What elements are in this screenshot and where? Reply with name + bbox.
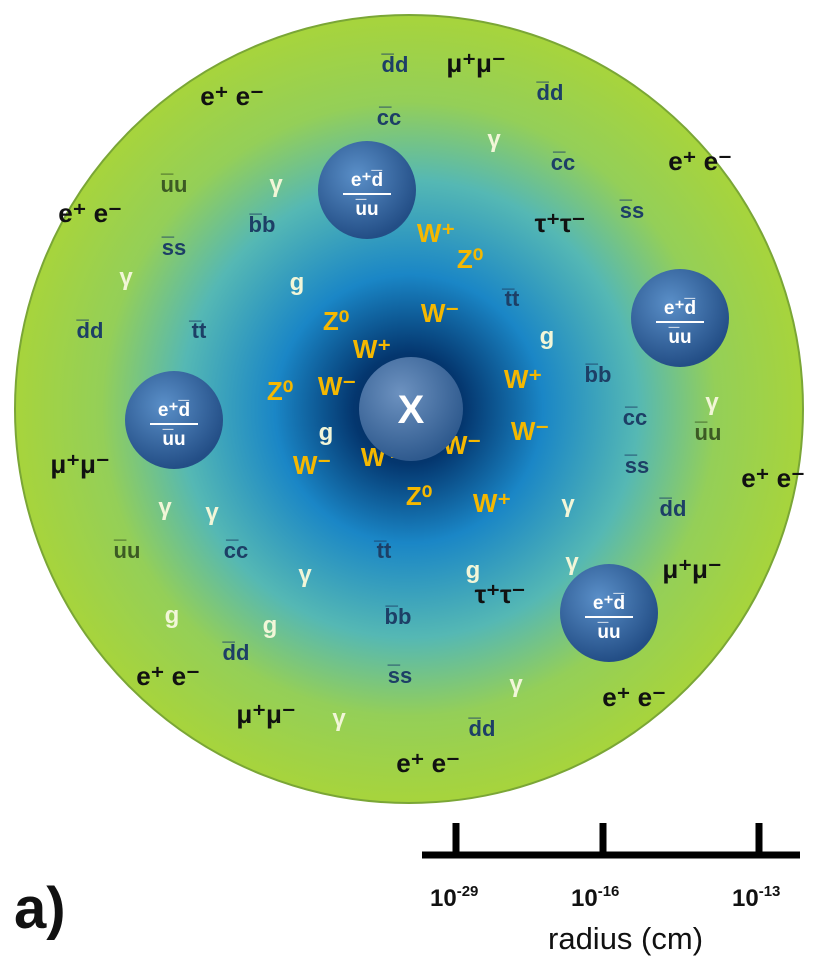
particle-label: g [319, 419, 334, 446]
particle-label: g [263, 612, 278, 639]
particle-labels: d̅d μ⁺μ⁻d̅de⁺ e⁻c̅cγc̅c e⁺ e⁻u̅u γb̅bs̅se⁺ … [50, 48, 804, 778]
particle-label: e⁺ e⁻ [58, 198, 122, 228]
particle-label: s̅s [387, 663, 412, 688]
particle-label: c̅c [377, 105, 401, 130]
particle-label: γ [705, 389, 719, 416]
particle-label: g [290, 269, 305, 296]
axis-tick-label-1: 10-29 [430, 883, 478, 912]
particle-label: γ [269, 171, 283, 198]
particle-label: s̅s [161, 235, 186, 260]
particle-label: e⁺ e⁻ [668, 146, 732, 176]
particle-label: γ [298, 561, 312, 588]
particle-label: b̅b [385, 604, 412, 629]
particle-label: γ [509, 671, 523, 698]
particle-label: W⁻ [318, 371, 356, 401]
particle-label: e⁺ e⁻ [602, 682, 666, 712]
bubble-top-label: e⁺d̅ [664, 298, 696, 319]
particle-label: μ⁺μ⁻ [50, 449, 109, 479]
particle-label: W⁺ [417, 218, 455, 248]
particle-label: e⁺ e⁻ [396, 748, 460, 778]
particle-label: τ⁺τ⁻ [475, 579, 526, 609]
central-particle-label: X [398, 388, 425, 432]
particle-label: W⁻ [421, 298, 459, 328]
particle-label: W⁻ [293, 450, 331, 480]
particle-label: W⁺ [504, 364, 542, 394]
particle-label: μ⁺μ⁻ [662, 554, 721, 584]
particle-label: γ [487, 126, 501, 153]
particle-label: d̅d [76, 318, 104, 343]
particle-label: γ [205, 499, 219, 526]
particle-label: γ [119, 264, 133, 291]
particle-label: t̅t [188, 318, 207, 343]
particle-label: γ [332, 705, 346, 732]
central-particle: X [359, 357, 463, 461]
particle-label: d̅d [381, 52, 409, 77]
particle-label: e⁺ e⁻ [200, 81, 264, 111]
central-particle-sphere [359, 357, 463, 461]
bubble-sphere [125, 371, 223, 469]
particle-label: W⁺ [353, 334, 391, 364]
particle-label: W⁻ [511, 416, 549, 446]
radius-axis: 10-29 10-16 10-13 [422, 823, 800, 912]
bubble-sphere [560, 564, 658, 662]
bound-state-bubble: e⁺d̅ u̅u [125, 371, 223, 469]
particle-label: d̅d [468, 716, 496, 741]
particle-label: d̅d [659, 496, 687, 521]
particle-label: γ [561, 491, 575, 518]
bubble-bottom-label: u̅u [668, 327, 691, 348]
bubble-sphere [318, 141, 416, 239]
bound-state-bubble: e⁺d̅ u̅u [631, 269, 729, 367]
particle-label: d̅d [536, 80, 564, 105]
particle-label: γ [565, 549, 579, 576]
bubble-bottom-label: u̅u [355, 199, 378, 220]
bound-state-bubble: e⁺d̅ u̅u [560, 564, 658, 662]
particle-label: g [165, 602, 180, 629]
axis-tick-label-3: 10-13 [732, 883, 780, 912]
particle-label: g [466, 557, 481, 584]
particle-label: Z⁰ [457, 244, 483, 274]
particle-label: u̅u [160, 172, 187, 197]
particle-label: u̅u [113, 538, 140, 563]
particle-label: W⁺ [473, 488, 511, 518]
bubble-top-label: e⁺d̅ [351, 170, 383, 191]
particle-label: μ⁺μ⁻ [446, 48, 505, 78]
particle-label: Z⁰ [323, 306, 349, 336]
particle-label: t̅t [373, 538, 392, 563]
particle-label: c̅c [551, 150, 575, 175]
particle-label: s̅s [624, 453, 649, 478]
bubble-sphere [631, 269, 729, 367]
bubble-bottom-label: u̅u [162, 429, 185, 450]
axis-tick-label-2: 10-16 [571, 883, 619, 912]
particle-label: s̅s [619, 198, 644, 223]
bubble-bottom-label: u̅u [597, 622, 620, 643]
particle-label: b̅b [249, 212, 276, 237]
bubble-top-label: e⁺d̅ [593, 593, 625, 614]
particle-label: d̅d [222, 640, 250, 665]
particle-label: c̅c [623, 405, 647, 430]
bubble-top-label: e⁺d̅ [158, 400, 190, 421]
particle-label: Z⁰ [267, 376, 293, 406]
bound-state-bubbles: e⁺d̅ u̅u e⁺d̅ u̅u e⁺d̅ u̅u e⁺d̅ u̅u [125, 141, 729, 662]
panel-label: a) [14, 876, 66, 941]
particle-label: γ [158, 494, 172, 521]
particle-label: u̅u [694, 420, 721, 445]
bound-state-bubble: e⁺d̅ u̅u [318, 141, 416, 239]
particle-label: t̅t [501, 286, 520, 311]
particle-label: b̅b [585, 362, 612, 387]
particle-label: μ⁺μ⁻ [236, 699, 295, 729]
particle-label: e⁺ e⁻ [136, 661, 200, 691]
particle-label: e⁺ e⁻ [741, 463, 805, 493]
particle-label: g [540, 323, 555, 350]
particle-label: τ⁺τ⁻ [535, 208, 586, 238]
axis-title: radius (cm) [548, 921, 704, 956]
particle-label: c̅c [224, 538, 248, 563]
particle-label: Z⁰ [406, 481, 432, 511]
